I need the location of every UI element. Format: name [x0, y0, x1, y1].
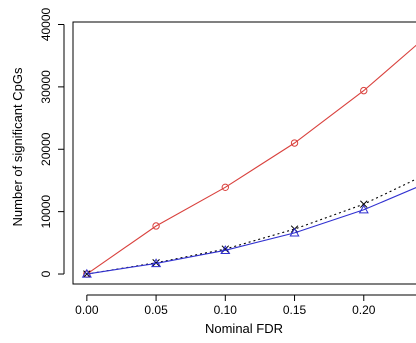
y-tick-label: 20000 [39, 132, 53, 166]
y-tick-label: 30000 [39, 70, 53, 104]
series-line [86, 187, 416, 275]
axes-layer: 0.000.050.100.150.200.250100002000030000… [39, 7, 416, 317]
x-tick-label: 0.00 [75, 303, 99, 317]
data-point [221, 245, 230, 253]
data-point [151, 258, 162, 268]
data-point [358, 204, 369, 214]
data-point [220, 245, 231, 254]
data-point [290, 139, 299, 147]
data-point [81, 268, 92, 278]
x-tick-label: 0.15 [283, 303, 307, 317]
data-point [360, 86, 368, 95]
y-tick-label: 10000 [39, 195, 53, 229]
y-axis-label: Number of significant CpGs [10, 67, 25, 226]
data-point [152, 222, 160, 230]
series-layer [81, 44, 416, 278]
y-tick-label: 0 [39, 270, 53, 277]
series-circle [83, 44, 416, 278]
data-point [152, 259, 160, 267]
series-cross [83, 178, 416, 278]
x-tick-label: 0.20 [352, 303, 376, 317]
series-line [86, 44, 416, 275]
data-point [221, 183, 230, 192]
data-point [360, 200, 368, 208]
plot-frame [72, 21, 416, 285]
data-point [289, 227, 300, 237]
x-tick-label: 0.10 [214, 303, 238, 317]
x-axis-label: Nominal FDR [205, 321, 283, 336]
x-tick-label: 0.05 [144, 303, 168, 317]
series-line [86, 178, 416, 275]
y-tick-label: 40000 [39, 7, 53, 41]
series-triangle [81, 187, 416, 278]
